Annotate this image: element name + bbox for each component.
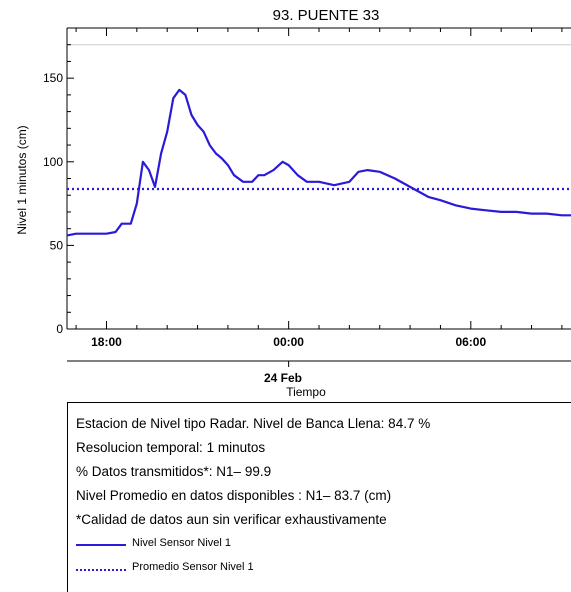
legend-swatch-solid: [76, 544, 126, 546]
y-tick-label: 50: [50, 238, 64, 252]
x-tick-label: 18:00: [91, 335, 122, 349]
info-line-quality: *Calidad de datos aun sin verificar exha…: [76, 512, 387, 527]
legend-label-sensor: Nivel Sensor Nivel 1: [132, 537, 232, 549]
info-box: Estacion de Nivel tipo Radar. Nivel de B…: [67, 402, 571, 592]
x-tick-label: 06:00: [455, 335, 486, 349]
x-date-label: 24 Feb: [264, 371, 302, 385]
x-tick-label: 00:00: [273, 335, 304, 349]
y-tick-label: 0: [56, 322, 63, 336]
sensor-series-line: [66, 88, 571, 237]
info-line-average: Nivel Promedio en datos disponibles : N1…: [76, 488, 392, 503]
legend-label-average: Promedio Sensor Nivel 1: [132, 561, 254, 573]
legend-swatch-dotted: [76, 569, 126, 571]
info-line-station: Estacion de Nivel tipo Radar. Nivel de B…: [76, 416, 431, 431]
x-axis-label: Tiempo: [286, 385, 326, 399]
chart: 93. PUENTE 33 Nivel 1 minutos (cm) Tiemp…: [15, 7, 571, 399]
info-line-transmitted: % Datos transmitidos*: N1– 99.9: [76, 464, 272, 479]
y-tick-label: 150: [43, 71, 63, 85]
y-axis-label: Nivel 1 minutos (cm): [15, 125, 29, 234]
chart-title: 93. PUENTE 33: [273, 7, 380, 24]
info-line-resolution: Resolucion temporal: 1 minutos: [76, 440, 266, 455]
y-tick-label: 100: [43, 155, 63, 169]
